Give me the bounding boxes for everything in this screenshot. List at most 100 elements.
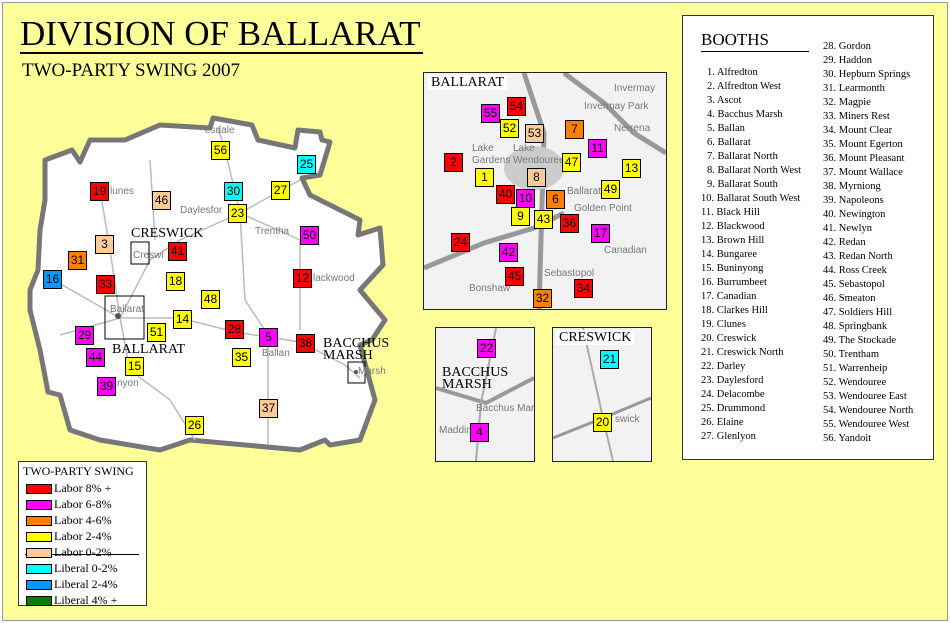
booth-list-item: 35. Mount Egerton [823, 138, 913, 152]
booth-marker-54[interactable]: 54 [507, 97, 526, 116]
booth-marker-15[interactable]: 15 [125, 357, 144, 376]
booth-marker-22[interactable]: 22 [477, 339, 496, 358]
booth-list-item: 2. Alfredton West [701, 80, 801, 94]
legend-label: Liberal 4% + [54, 593, 118, 607]
booth-marker-39[interactable]: 39 [97, 377, 116, 396]
place-name: Lake Wendouree [513, 143, 565, 166]
booth-marker-9[interactable]: 9 [511, 207, 530, 226]
booth-marker-5[interactable]: 5 [259, 328, 278, 347]
booth-marker-37[interactable]: 37 [259, 399, 278, 418]
booth-marker-41[interactable]: 41 [168, 242, 187, 261]
booth-marker-20[interactable]: 20 [593, 413, 612, 432]
booth-number: 45. [823, 279, 839, 290]
booth-marker-23[interactable]: 23 [228, 204, 247, 223]
booth-marker-1[interactable]: 1 [475, 168, 494, 187]
place-name: Bonshaw [469, 283, 511, 294]
booth-list-item: 47. Soldiers Hill [823, 306, 913, 320]
booth-marker-24[interactable]: 24 [451, 233, 470, 252]
booth-marker-8[interactable]: 8 [527, 168, 546, 187]
booth-list-item: 54. Wendouree North [823, 404, 913, 418]
booth-marker-3[interactable]: 3 [95, 235, 114, 254]
booth-marker-14[interactable]: 14 [173, 310, 192, 329]
booth-marker-46[interactable]: 46 [152, 191, 171, 210]
booth-number: 18. [701, 305, 717, 316]
booth-number: 34. [823, 125, 839, 136]
booth-marker-6[interactable]: 6 [546, 190, 565, 209]
booth-marker-45[interactable]: 45 [505, 267, 524, 286]
ballarat-inset: BALLARAT Invermay Invermay Park Nerrena Lak… [423, 72, 667, 310]
booth-marker-56[interactable]: 56 [211, 141, 230, 160]
booth-marker-53[interactable]: 53 [525, 124, 544, 143]
booth-marker-10[interactable]: 10 [516, 189, 535, 208]
booths-title: BOOTHS [701, 30, 809, 52]
booth-marker-17[interactable]: 17 [591, 224, 610, 243]
bacchus-marsh-locator-box [347, 361, 366, 384]
place-name: Marsh [358, 366, 386, 377]
booth-list-item: 53. Wendouree East [823, 390, 913, 404]
place-name: Invermay [614, 83, 656, 94]
booth-name: Trentham [838, 349, 880, 360]
place-name: lackwood [313, 273, 355, 284]
booth-list-item: 33. Miners Rest [823, 110, 913, 124]
booth-marker-47[interactable]: 47 [562, 153, 581, 172]
booth-marker-49[interactable]: 49 [601, 180, 620, 199]
booth-marker-36[interactable]: 36 [560, 214, 579, 233]
booth-marker-51[interactable]: 51 [147, 323, 166, 342]
booth-marker-31[interactable]: 31 [68, 251, 87, 270]
booth-name: Wendouree [838, 377, 887, 388]
booth-marker-19[interactable]: 19 [90, 182, 109, 201]
booth-name: Mount Clear [838, 125, 893, 136]
booth-marker-25[interactable]: 25 [297, 155, 316, 174]
booth-number: 5. [707, 123, 718, 134]
booth-marker-11[interactable]: 11 [588, 139, 607, 158]
place-name: Invermay Park [584, 101, 649, 112]
booths-list-col-2: 28. Gordon 29. Haddon 30. Hepburn Springs 3… [823, 40, 913, 446]
booth-marker-55[interactable]: 55 [481, 104, 500, 123]
booth-number: 51. [823, 363, 839, 374]
booth-marker-48[interactable]: 48 [201, 290, 220, 309]
booth-marker-40[interactable]: 40 [496, 185, 515, 204]
booth-number: 35. [823, 139, 839, 150]
booth-marker-13[interactable]: 13 [622, 159, 641, 178]
booth-list-item: 38. Myrniong [823, 180, 913, 194]
booth-marker-29[interactable]: 29 [75, 326, 94, 345]
booth-marker-32[interactable]: 32 [533, 289, 552, 308]
booth-marker-26[interactable]: 26 [185, 416, 204, 435]
booth-marker-50[interactable]: 50 [300, 226, 319, 245]
booth-list-item: 48. Springbank [823, 320, 913, 334]
booth-name: Gordon [838, 41, 871, 52]
booth-marker-44[interactable]: 44 [86, 348, 105, 367]
booth-list-item: 15. Buninyong [701, 262, 801, 276]
booth-list-item: 43. Redan North [823, 250, 913, 264]
legend-item: Liberal 4% + [26, 592, 117, 608]
booth-marker-52[interactable]: 52 [500, 119, 519, 138]
booth-marker-12[interactable]: 12 [293, 269, 312, 288]
booth-marker-38[interactable]: 38 [296, 334, 315, 353]
booth-marker-4[interactable]: 4 [470, 423, 489, 442]
legend-label: Labor 0-2% [54, 545, 112, 559]
booth-marker-27[interactable]: 27 [271, 181, 290, 200]
booth-marker-16[interactable]: 16 [43, 270, 62, 289]
booth-name: Canadian [716, 291, 757, 302]
booth-list-item: 19. Clunes [701, 318, 801, 332]
booth-marker-7[interactable]: 7 [565, 120, 584, 139]
booth-marker-21[interactable]: 21 [600, 350, 619, 369]
booth-list-item: 30. Hepburn Springs [823, 68, 913, 82]
booth-marker-43[interactable]: 43 [534, 210, 553, 229]
booth-marker-18[interactable]: 18 [166, 272, 185, 291]
booth-marker-33[interactable]: 33 [96, 275, 115, 294]
booth-list-item: 1. Alfredton [701, 66, 801, 80]
booth-marker-42[interactable]: 42 [499, 243, 518, 262]
booth-name: Alfredton West [716, 81, 781, 92]
booth-marker-2[interactable]: 2 [444, 153, 463, 172]
booth-name: Ballarat North West [717, 165, 802, 176]
booth-marker-34[interactable]: 34 [574, 279, 593, 298]
booth-number: 46. [823, 293, 839, 304]
booth-marker-28[interactable]: 28 [225, 320, 244, 339]
booth-marker-30[interactable]: 30 [224, 182, 243, 201]
booth-marker-35[interactable]: 35 [232, 348, 251, 367]
booth-list-item: 26. Elaine [701, 416, 801, 430]
booth-list-item: 24. Delacombe [701, 388, 801, 402]
booth-name: Myrniong [838, 181, 881, 192]
booth-name: Hepburn Springs [838, 69, 911, 80]
